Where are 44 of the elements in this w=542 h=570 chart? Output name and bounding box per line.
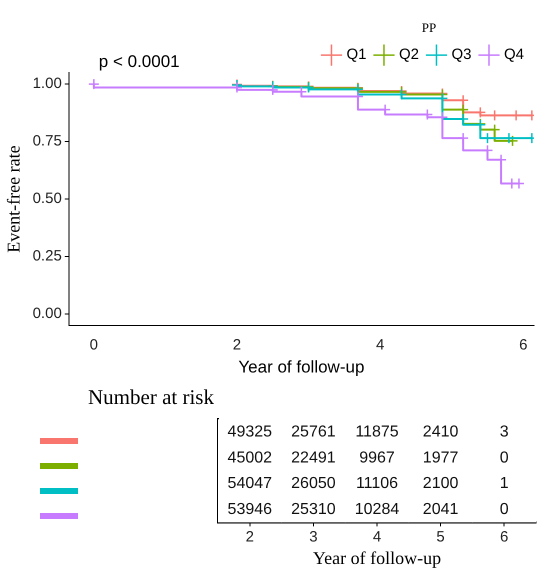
data-label: 0 [500,500,509,518]
x-tick-label: 2 [246,528,254,546]
x-axis-title: Year of follow-up [312,548,442,568]
data-label: 49325 [228,424,272,441]
text: p < 0.0001 [98,52,180,71]
data-label: 25310 [291,500,336,518]
legend-title: PP [422,20,436,35]
y-tick-label: 0.75 [32,132,62,150]
y-tick-label: 0.50 [32,190,62,208]
x-tick-label: 5 [436,528,445,546]
legend-label: Q1 [346,46,366,64]
y-tick-label: 1.00 [32,75,62,92]
data-label: 11106 [356,475,398,492]
data-label: 22491 [291,449,336,466]
data-label: 54047 [228,475,272,492]
data-label: 2041 [422,500,458,518]
y-tick-label: 0.00 [32,305,62,322]
data-label: 1977 [422,449,458,466]
data-label: 3 [500,424,509,441]
legend-label: Q3 [451,46,472,64]
data-label: 2410 [422,424,458,441]
x-tick-label: 0 [90,336,98,354]
x-tick-label: 2 [232,336,242,354]
x-axis-title: Year of follow-up [238,357,364,376]
legend-label: Q2 [398,46,419,64]
y-axis-title: Event-free rate [4,145,24,253]
data-label: 10284 [354,500,400,518]
x-tick-label: 6 [519,336,528,354]
data-label: 53946 [228,500,272,518]
data-label: 2100 [422,475,458,492]
data-label: 45002 [228,449,272,466]
data-label: 0 [500,449,509,466]
x-tick-label: 3 [309,528,318,546]
chart-title: Number at risk [88,385,214,410]
y-tick-label: 0.25 [32,248,62,265]
data-label: 1 [500,475,509,492]
legend-label: Q4 [504,46,524,64]
data-label: 11875 [355,424,399,441]
x-tick-label: 6 [500,528,508,546]
data-label: 9967 [359,449,395,466]
data-label: 26050 [291,475,336,492]
x-tick-label: 4 [372,528,382,546]
x-tick-label: 4 [376,336,384,354]
data-label: 25761 [291,424,336,441]
